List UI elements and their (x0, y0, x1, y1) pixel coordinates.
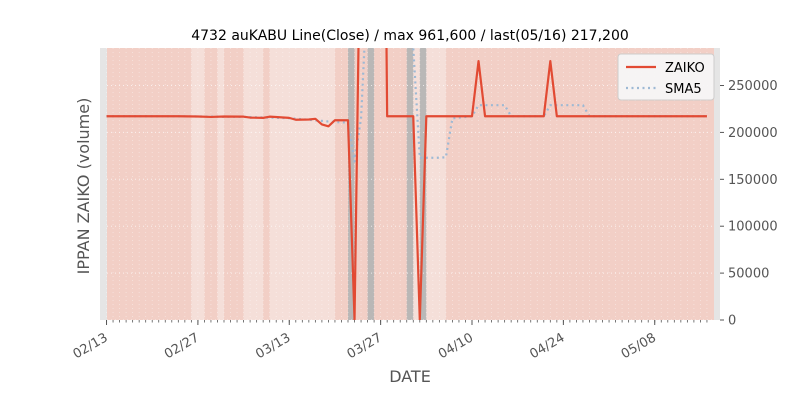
legend-label-zaiko: ZAIKO (665, 61, 705, 76)
highlight-band-gray (367, 48, 375, 320)
y-tick-label: 200000 (728, 126, 778, 141)
highlight-band-light (269, 48, 303, 320)
highlight-band-light (243, 48, 264, 320)
y-axis-label: IPPAN ZAIKO (volume) (74, 98, 93, 275)
highlight-band-light (217, 48, 224, 320)
highlight-band-light (302, 48, 335, 320)
x-axis-ticks: 02/13 02/27 03/13 03/27 04/10 04/24 05/08 (71, 320, 708, 362)
chart-title: 4732 auKABU Line(Close) / max 961,600 / … (191, 28, 629, 44)
x-tick-label: 02/13 (71, 330, 111, 362)
x-tick-label: 02/27 (162, 330, 202, 362)
x-tick-label: 03/27 (345, 330, 385, 362)
series-line-zaiko (106, 48, 707, 320)
x-tick-label: 04/24 (527, 330, 567, 362)
legend-label-sma5: SMA5 (665, 82, 702, 97)
grid-lines (106, 48, 714, 321)
legend: ZAIKO SMA5 (617, 53, 715, 101)
x-tick-label: 05/08 (619, 330, 659, 362)
highlight-band-gray (348, 48, 355, 320)
x-axis-label: DATE (389, 367, 431, 386)
y-tick-label: 0 (728, 314, 736, 329)
x-tick-label: 04/10 (436, 330, 476, 362)
x-tick-label: 03/13 (253, 330, 293, 362)
y-tick-label: 250000 (728, 79, 778, 94)
y-tick-label: 100000 (728, 220, 778, 235)
y-tick-label: 50000 (728, 267, 769, 282)
highlight-band-gray (406, 48, 414, 320)
legend-box (617, 53, 715, 101)
y-axis-ticks: 0 50000 100000 150000 200000 250000 (720, 79, 778, 329)
series-lines (106, 48, 707, 320)
y-tick-label: 150000 (728, 173, 778, 188)
